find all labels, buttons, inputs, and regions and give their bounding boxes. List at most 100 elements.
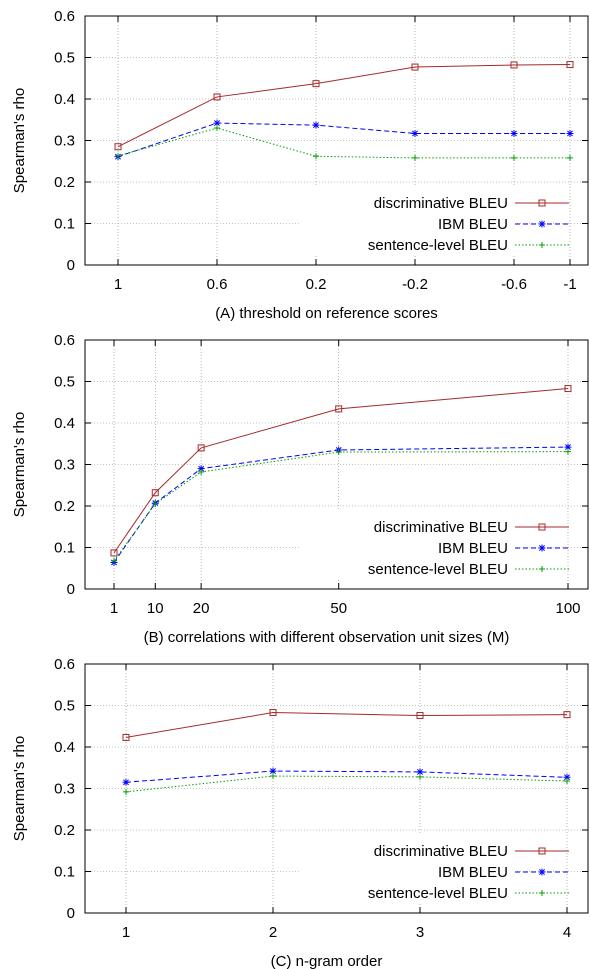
data-point — [313, 153, 319, 160]
y-tick-label: 0 — [67, 581, 75, 598]
y-tick-label: 0.3 — [54, 781, 75, 798]
x-tick-label: 100 — [555, 600, 580, 617]
data-point — [312, 121, 320, 129]
x-axis-title: (A) threshold on reference scores — [215, 305, 438, 322]
data-point — [412, 154, 418, 161]
legend-marker — [538, 868, 546, 876]
y-tick-label: 0.1 — [54, 540, 75, 557]
y-tick-label: 0.6 — [54, 332, 75, 349]
data-point — [564, 443, 572, 451]
series-line — [117, 127, 570, 159]
x-tick-label: -0.2 — [402, 276, 428, 293]
y-tick-label: 0.4 — [54, 91, 75, 108]
data-point — [213, 119, 221, 127]
data-point — [411, 129, 419, 137]
legend-marker — [538, 544, 546, 552]
y-tick-label: 0.3 — [54, 133, 75, 150]
y-tick-label: 0.5 — [54, 374, 75, 391]
data-point — [269, 709, 277, 717]
y-tick-label: 0.6 — [54, 656, 75, 673]
legend-background — [300, 511, 515, 580]
data-point — [565, 448, 571, 455]
data-point — [115, 152, 121, 159]
y-axis-title: Spearman's rho — [11, 412, 28, 517]
x-tick-label: 1 — [114, 276, 122, 293]
legend-label: discriminative BLEU — [374, 519, 508, 536]
x-tick-label: 0.6 — [207, 276, 228, 293]
legend-marker — [538, 220, 546, 228]
data-point — [411, 63, 419, 71]
legend-marker — [538, 199, 546, 207]
data-point — [122, 733, 130, 741]
x-tick-label: 4 — [563, 924, 571, 941]
legend-label: sentence-level BLEU — [368, 885, 508, 902]
series-line — [125, 770, 568, 783]
x-tick-label: -0.6 — [501, 276, 527, 293]
y-tick-label: 0.1 — [54, 216, 75, 233]
legend-label: discriminative BLEU — [374, 843, 508, 860]
series-3 — [115, 125, 573, 161]
data-point — [197, 444, 205, 452]
data-point — [510, 129, 518, 137]
y-tick-label: 0 — [67, 257, 75, 274]
data-point — [416, 768, 424, 776]
x-axis-title: (B) correlations with different observat… — [144, 629, 510, 646]
y-tick-label: 0.4 — [54, 415, 75, 432]
x-tick-label: 50 — [330, 600, 347, 617]
series-3 — [123, 773, 570, 795]
series-1 — [114, 61, 574, 151]
legend-label: discriminative BLEU — [374, 195, 508, 212]
legend-label: IBM BLEU — [438, 216, 508, 233]
legend-marker — [538, 523, 546, 531]
chart-panel-3: 0 0.1 0.2 0.3 0.4 0.5 0.6 1 2 3 4 (C) n-gram order S… — [11, 656, 589, 969]
data-point — [110, 549, 118, 557]
y-tick-label: 0.2 — [54, 822, 75, 839]
x-tick-label: 10 — [147, 600, 164, 617]
series-line — [117, 122, 570, 158]
chart-panel-2: 0 0.1 0.2 0.3 0.4 0.5 0.6 1 10 20 50 100 (B) correla… — [11, 332, 589, 646]
x-axis-title: (C) n-gram order — [271, 953, 383, 969]
legend-background — [300, 187, 515, 256]
data-point — [416, 711, 424, 719]
data-point — [312, 80, 320, 88]
data-point — [564, 778, 570, 785]
data-point — [563, 711, 571, 719]
x-tick-label: -1 — [563, 276, 576, 293]
data-point — [152, 500, 159, 507]
series-line — [125, 775, 568, 793]
y-tick-label: 0.5 — [54, 698, 75, 715]
legend-marker — [539, 566, 545, 572]
data-point — [270, 773, 276, 780]
legend-label: sentence-level BLEU — [368, 561, 508, 578]
chart-panel-1: 0 0.1 0.2 0.3 0.4 0.5 0.6 1 0.6 0.2 -0.2 -0.6 -1 (A) … — [11, 8, 589, 322]
data-point — [198, 468, 205, 475]
data-point — [335, 449, 342, 456]
data-point — [564, 385, 572, 393]
legend-marker — [538, 847, 546, 855]
legend-marker — [539, 242, 545, 248]
x-tick-label: 1 — [110, 600, 118, 617]
data-point — [566, 61, 574, 69]
data-point — [123, 788, 129, 795]
series-1 — [110, 385, 572, 557]
y-tick-label: 0.4 — [54, 739, 75, 756]
y-tick-label: 0.6 — [54, 8, 75, 25]
series-3 — [111, 448, 571, 564]
series-line — [125, 712, 568, 738]
x-tick-label: 3 — [416, 924, 424, 941]
data-point — [151, 489, 159, 497]
x-tick-label: 2 — [269, 924, 277, 941]
data-point — [122, 778, 130, 786]
data-point — [213, 93, 221, 101]
data-point — [214, 125, 220, 132]
legend: discriminative BLEU IBM BLEU sentence-leve… — [300, 511, 569, 580]
y-tick-label: 0.2 — [54, 498, 75, 515]
series-line — [113, 388, 569, 554]
legend-background — [300, 835, 515, 904]
y-tick-label: 0.5 — [54, 50, 75, 67]
data-point — [197, 465, 205, 473]
y-tick-label: 0.2 — [54, 174, 75, 191]
data-point — [511, 154, 517, 161]
legend: discriminative BLEU IBM BLEU sentence-leve… — [300, 835, 569, 904]
